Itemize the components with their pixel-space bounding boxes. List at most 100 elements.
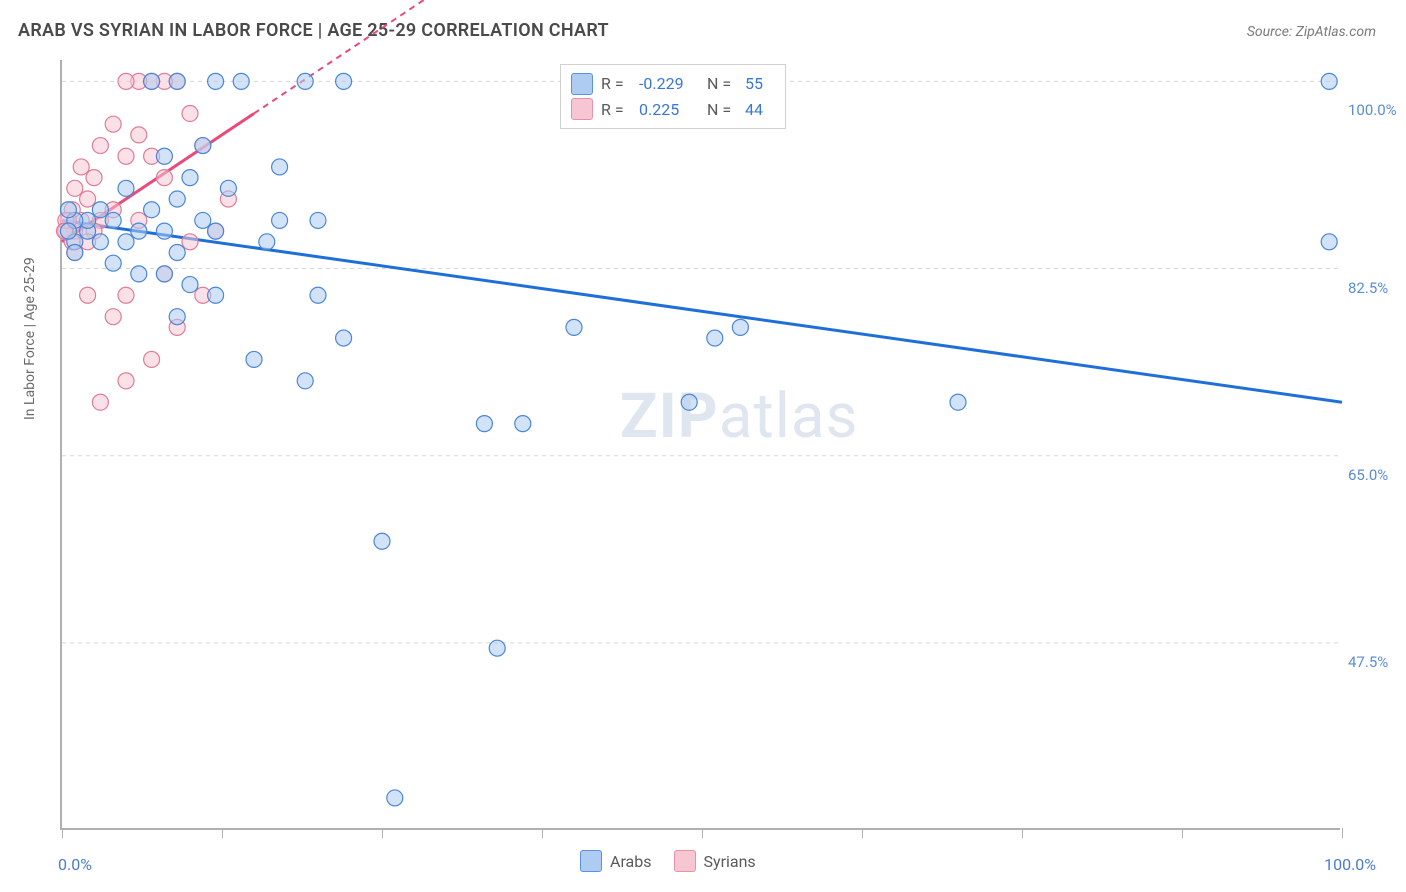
data-point (182, 234, 198, 250)
r-value-syrians: 0.225 (639, 97, 699, 123)
swatch-pink-icon (571, 98, 593, 120)
chart-container: ARAB VS SYRIAN IN LABOR FORCE | AGE 25-2… (0, 0, 1406, 892)
data-point (476, 416, 492, 432)
legend-label-arabs: Arabs (610, 852, 652, 871)
data-point (195, 212, 211, 228)
y-axis-label: In Labor Force | Age 25-29 (22, 257, 38, 420)
data-point (131, 266, 147, 282)
data-point (118, 180, 134, 196)
data-point (73, 159, 89, 175)
data-point (118, 287, 134, 303)
data-point (156, 148, 172, 164)
data-point (195, 138, 211, 154)
chart-svg (62, 60, 1340, 828)
plot-area: 47.5%65.0%82.5%100.0% (60, 60, 1340, 830)
x-tick (702, 828, 703, 838)
data-point (182, 105, 198, 121)
data-point (105, 255, 121, 271)
swatch-blue-icon (571, 73, 593, 95)
x-tick (1022, 828, 1023, 838)
data-point (182, 277, 198, 293)
legend-row-syrians: R = 0.225 N = 44 (571, 97, 775, 123)
x-axis-min-label: 0.0% (58, 855, 92, 874)
legend-row-arabs: R = -0.229 N = 55 (571, 71, 775, 97)
correlation-legend: R = -0.229 N = 55 R = 0.225 N = 44 (560, 64, 786, 129)
n-value-syrians: 44 (745, 97, 775, 123)
data-point (156, 266, 172, 282)
x-tick (382, 828, 383, 838)
data-point (86, 170, 102, 186)
data-point (118, 73, 134, 89)
data-point (67, 180, 83, 196)
data-point (489, 640, 505, 656)
data-point (118, 373, 134, 389)
data-point (182, 170, 198, 186)
data-point (950, 394, 966, 410)
data-point (80, 191, 96, 207)
swatch-pink-icon (674, 850, 696, 872)
data-point (169, 309, 185, 325)
data-point (92, 394, 108, 410)
data-point (310, 287, 326, 303)
data-point (118, 234, 134, 250)
data-point (246, 351, 262, 367)
data-point (105, 116, 121, 132)
data-point (310, 212, 326, 228)
r-value-arabs: -0.229 (639, 71, 699, 97)
data-point (144, 351, 160, 367)
data-point (336, 73, 352, 89)
r-label: R = (601, 71, 631, 97)
data-point (681, 394, 697, 410)
data-point (80, 287, 96, 303)
data-point (92, 202, 108, 218)
x-tick (542, 828, 543, 838)
data-point (297, 73, 313, 89)
data-point (118, 148, 134, 164)
data-point (67, 245, 83, 261)
data-point (1321, 73, 1337, 89)
data-point (387, 790, 403, 806)
data-point (259, 234, 275, 250)
data-point (220, 180, 236, 196)
x-axis-max-label: 100.0% (1324, 855, 1376, 874)
data-point (374, 533, 390, 549)
data-point (707, 330, 723, 346)
data-point (169, 73, 185, 89)
data-point (156, 170, 172, 186)
data-point (208, 73, 224, 89)
x-tick (62, 828, 63, 838)
data-point (169, 245, 185, 261)
data-point (60, 202, 76, 218)
series-legend: Arabs Syrians (580, 850, 756, 872)
n-label: N = (707, 71, 737, 97)
legend-item-syrians: Syrians (674, 850, 756, 872)
data-point (144, 73, 160, 89)
n-label: N = (707, 97, 737, 123)
data-point (156, 223, 172, 239)
data-point (272, 159, 288, 175)
data-point (233, 73, 249, 89)
data-point (1321, 234, 1337, 250)
data-point (336, 330, 352, 346)
legend-item-arabs: Arabs (580, 850, 652, 872)
x-tick (222, 828, 223, 838)
data-point (208, 223, 224, 239)
data-point (208, 287, 224, 303)
data-point (92, 138, 108, 154)
legend-label-syrians: Syrians (704, 852, 756, 871)
data-point (144, 202, 160, 218)
swatch-blue-icon (580, 850, 602, 872)
x-tick (1342, 828, 1343, 838)
data-point (272, 212, 288, 228)
data-point (297, 373, 313, 389)
data-point (105, 212, 121, 228)
data-point (732, 319, 748, 335)
source-label: Source: ZipAtlas.com (1247, 24, 1376, 40)
x-tick (862, 828, 863, 838)
y-tick-label: 47.5% (1342, 653, 1388, 671)
data-point (566, 319, 582, 335)
data-point (131, 223, 147, 239)
y-tick-label: 65.0% (1342, 466, 1388, 484)
data-point (131, 127, 147, 143)
data-point (92, 234, 108, 250)
